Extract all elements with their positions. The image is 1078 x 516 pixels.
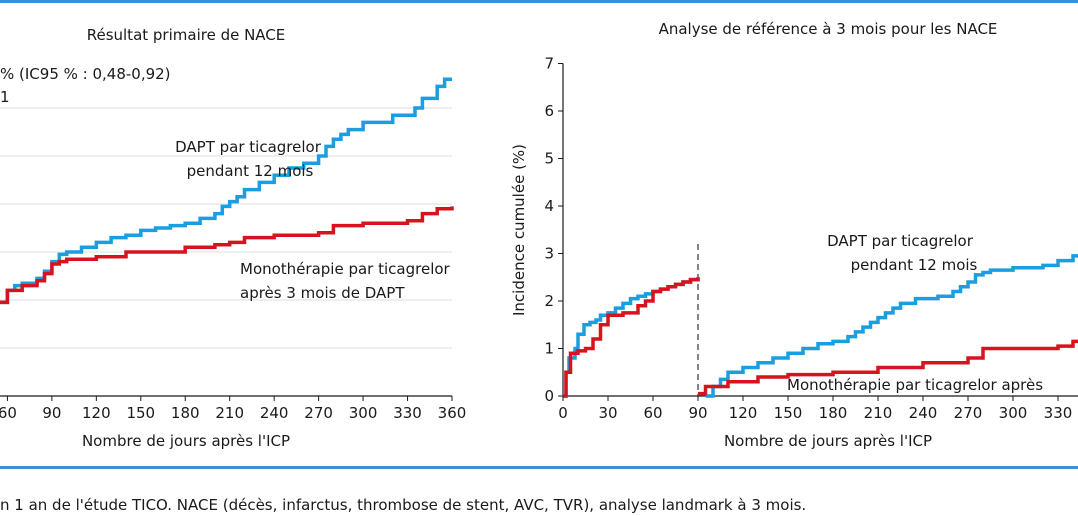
right-x-axis-label: Nombre de jours après l'ICP [724, 432, 932, 450]
left-legend-red-line-1: Monothérapie par ticagrelor [240, 260, 451, 278]
right-x-tick-label: 270 [954, 404, 983, 422]
right-y-tick-label: 4 [544, 197, 554, 215]
left-x-tick-label: 210 [215, 404, 244, 422]
right-x-tick-label: 180 [819, 404, 848, 422]
left-series-dapt-line [0, 77, 452, 305]
right-y-tick-labels: 0 1 2 3 4 5 6 7 [544, 55, 563, 405]
right-x-tick-label: 90 [688, 404, 707, 422]
left-x-tick-label: 270 [304, 404, 333, 422]
left-x-tick-label: 300 [349, 404, 378, 422]
left-legend-blue-line-1: DAPT par ticagrelor [175, 138, 322, 156]
right-y-axis-label: Incidence cumulée (%) [510, 144, 528, 316]
left-x-tick-label: 360 [438, 404, 467, 422]
figure-canvas: Résultat primaire de NACE % (IC95 % : 0,… [0, 20, 1078, 450]
right-x-tick-label: 240 [909, 404, 938, 422]
right-y-tick-label: 2 [544, 292, 554, 310]
right-series-lines [563, 254, 1078, 398]
left-legend-red-line-2: après 3 mois de DAPT [240, 284, 405, 302]
right-y-tick-label: 6 [544, 102, 554, 120]
right-x-tick-labels: 0 30 60 90 120 150 180 210 240 270 300 330 [558, 396, 1072, 422]
right-axes [562, 63, 1078, 397]
right-x-tick-label: 30 [598, 404, 617, 422]
right-y-tick-label: 3 [544, 245, 554, 263]
left-x-axis-label: Nombre de jours après l'ICP [82, 432, 290, 450]
top-rule [0, 0, 1078, 3]
left-chart-title: Résultat primaire de NACE [87, 26, 286, 44]
right-legend-blue-line-1: DAPT par ticagrelor [827, 232, 974, 250]
left-series-mono-line [0, 206, 454, 305]
right-legend-red: Monothérapie par ticagrelor après [787, 376, 1043, 394]
left-x-tick-label: 150 [126, 404, 155, 422]
left-x-tick-label: 60 [0, 404, 17, 422]
right-x-tick-label: 120 [729, 404, 758, 422]
left-x-tick-label: 180 [171, 404, 200, 422]
right-chart-title: Analyse de référence à 3 mois pour les N… [659, 20, 998, 38]
right-x-tick-label: 210 [864, 404, 893, 422]
figure-caption: n 1 an de l'étude TICO. NACE (décès, inf… [0, 496, 807, 514]
left-x-tick-label: 90 [42, 404, 61, 422]
left-annotation-line-2: 1 [0, 88, 10, 106]
right-y-tick-label: 5 [544, 150, 554, 168]
right-x-tick-label: 0 [558, 404, 568, 422]
right-x-tick-label: 300 [999, 404, 1028, 422]
bottom-rule [0, 466, 1078, 469]
left-x-tick-labels: 60 90 120 150 180 210 240 270 300 330 360 [0, 396, 466, 422]
right-x-tick-label: 330 [1044, 404, 1073, 422]
right-y-tick-label: 1 [544, 340, 554, 358]
right-y-tick-label: 0 [544, 387, 554, 405]
left-gridlines [0, 107, 452, 397]
left-series-lines [0, 77, 454, 305]
right-y-tick-label: 7 [544, 55, 554, 73]
left-annotation-line-1: % (IC95 % : 0,48-0,92) [0, 65, 171, 83]
right-series-mono-segment-1 [563, 277, 700, 398]
right-legend-blue-line-2: pendant 12 mois [851, 256, 978, 274]
left-x-tick-label: 240 [260, 404, 289, 422]
right-series-dapt-segment-2 [705, 254, 1078, 398]
right-x-tick-label: 60 [643, 404, 662, 422]
right-x-tick-label: 150 [774, 404, 803, 422]
left-x-tick-label: 120 [82, 404, 111, 422]
right-series-dapt-segment-1 [563, 277, 700, 398]
left-legend-blue-line-2: pendant 12 mois [187, 162, 314, 180]
right-series-mono-segment-2 [698, 339, 1078, 396]
left-x-tick-label: 330 [393, 404, 422, 422]
